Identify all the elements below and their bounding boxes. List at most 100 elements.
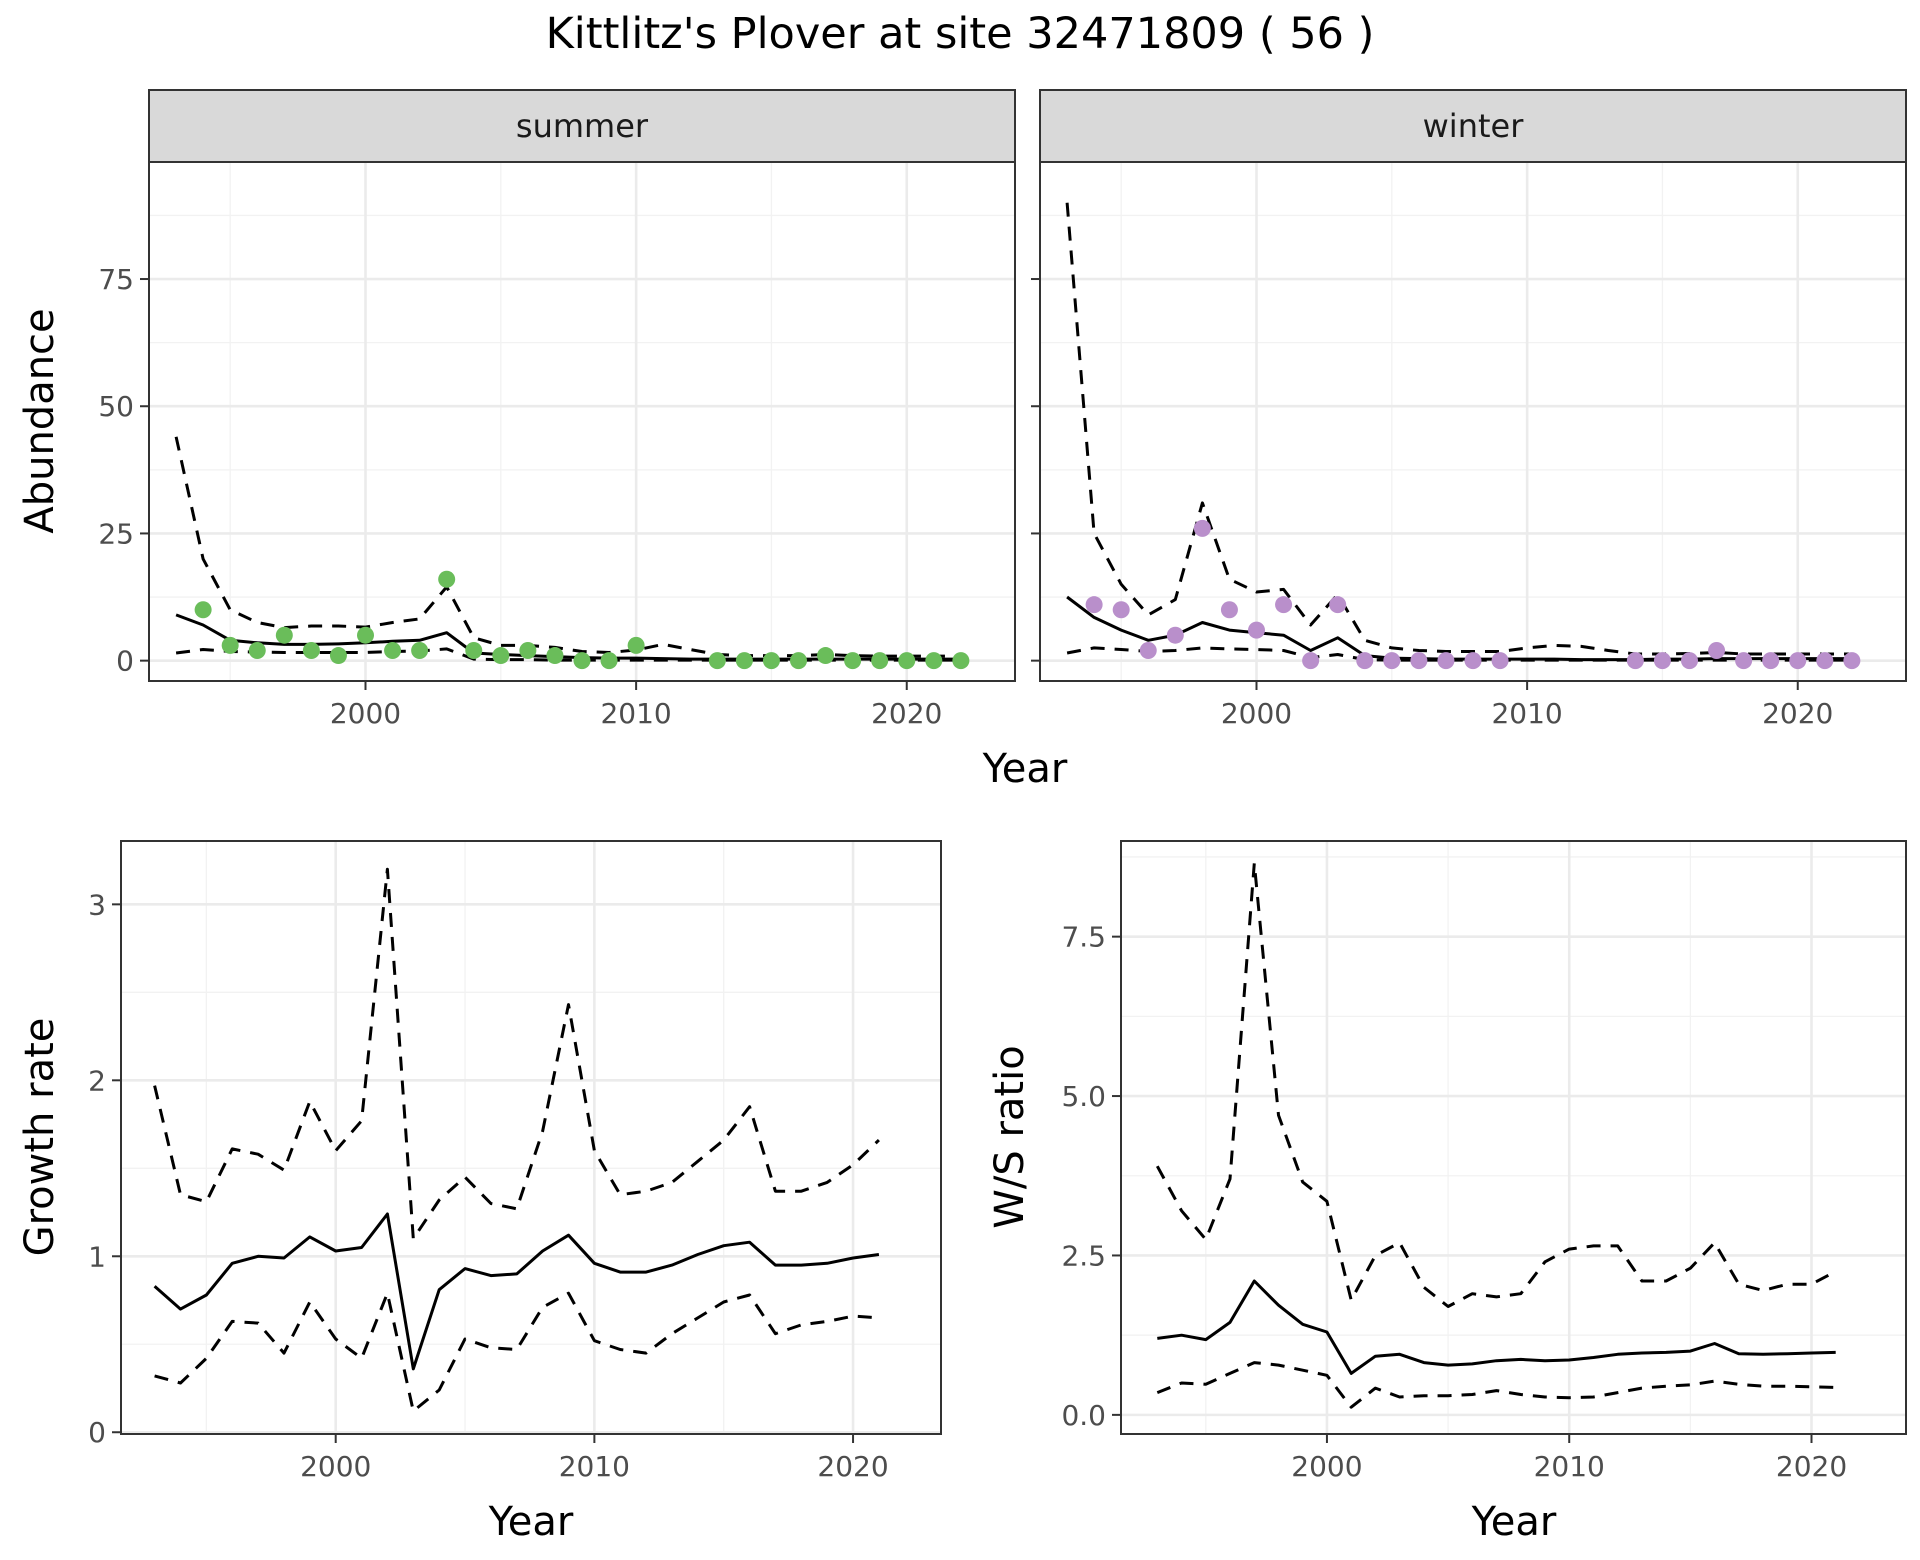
summer-data-point [519, 641, 537, 659]
winter-data-point [1816, 652, 1834, 670]
winter-data-point [1166, 626, 1184, 644]
summer-y-axis-title: Abundance [17, 308, 63, 533]
x-tick-label: 2000 [1291, 1450, 1362, 1483]
ratio-panel: 2000 2010 2020 0.0 2.5 5.0 7.5 W/S ratio Year [987, 840, 1907, 1545]
x-tick-label: 2000 [300, 1450, 371, 1483]
winter-data-point [1302, 652, 1320, 670]
y-tick-label: 50 [98, 390, 134, 423]
summer-data-point [735, 652, 753, 670]
winter-data-point [1626, 652, 1644, 670]
summer-data-point [871, 652, 889, 670]
x-tick-label: 2020 [1762, 697, 1833, 730]
summer-data-point [708, 652, 726, 670]
summer-data-point [492, 647, 510, 665]
summer-data-point [221, 636, 239, 654]
y-tick-label: 3 [88, 888, 106, 921]
summer-data-point [411, 641, 429, 659]
winter-data-point [1329, 596, 1347, 614]
summer-data-point [600, 652, 618, 670]
winter-data-point [1112, 601, 1130, 619]
summer-data-point [329, 647, 347, 665]
winter-data-point [1410, 652, 1428, 670]
summer-strip-label: summer [516, 107, 649, 145]
winter-data-point [1193, 519, 1211, 537]
x-tick-label: 2010 [600, 697, 671, 730]
winter-data-point [1762, 652, 1780, 670]
growth-estimate-line [153, 1212, 880, 1371]
summer-data-point [573, 652, 591, 670]
x-tick-label: 2000 [330, 697, 401, 730]
winter-data-point [1220, 601, 1238, 619]
summer-data-point [465, 641, 483, 659]
summer-data-point [546, 647, 564, 665]
winter-data-point [1437, 652, 1455, 670]
winter-data-point [1383, 652, 1401, 670]
winter-strip [1039, 89, 1907, 163]
y-tick-label: 75 [98, 263, 134, 296]
summer-data-point [627, 636, 645, 654]
summer-data-point [844, 652, 862, 670]
winter-data-point [1843, 652, 1861, 670]
winter-panel: winter 2000 2010 2020 [1031, 89, 1907, 730]
winter-data-point [1275, 596, 1293, 614]
summer-panel: summer 2000 2010 2020 0 25 50 75 Abundance [17, 89, 1016, 730]
x-tick-label: 2010 [1491, 697, 1562, 730]
winter-data-point [1653, 652, 1671, 670]
growth-panel-border [120, 840, 942, 1435]
summer-strip [148, 89, 1016, 163]
winter-estimate-line [1066, 595, 1852, 662]
winter-data-point [1735, 652, 1753, 670]
summer-data-point [248, 641, 266, 659]
x-tick-label: 2000 [1221, 697, 1292, 730]
ratio-x-axis-title: Year [1471, 1499, 1557, 1545]
ratio-estimate-line [1157, 1279, 1836, 1375]
ratio-lower-ci-line [1156, 1361, 1836, 1409]
summer-data-point [275, 626, 293, 644]
summer-data-point [194, 601, 212, 619]
summer-data-point [952, 652, 970, 670]
y-tick-label: 7.5 [1061, 921, 1106, 954]
y-tick-label: 1 [88, 1240, 106, 1273]
x-tick-label: 2020 [817, 1450, 888, 1483]
figure-title: Kittlitz's Plover at site 32471809 ( 56 … [546, 9, 1375, 59]
ratio-y-axis-title: W/S ratio [987, 1045, 1033, 1228]
top-row-x-axis-title: Year [982, 746, 1068, 792]
growth-panel: 2000 2010 2020 0 1 2 3 Growth rate Year [17, 840, 942, 1545]
winter-strip-label: winter [1423, 107, 1525, 145]
winter-data-point [1464, 652, 1482, 670]
growth-y-axis-title: Growth rate [17, 1018, 63, 1257]
summer-data-point [384, 641, 402, 659]
winter-data-point [1789, 652, 1807, 670]
y-tick-label: 2 [88, 1064, 106, 1097]
winter-data-point [1248, 621, 1265, 639]
winter-data-point [1491, 652, 1509, 670]
growth-x-axis-title: Year [488, 1499, 574, 1545]
winter-data-point [1356, 652, 1374, 670]
y-tick-label: 0 [116, 645, 134, 678]
x-tick-label: 2010 [559, 1450, 630, 1483]
y-tick-label: 2.5 [1061, 1239, 1106, 1272]
y-tick-label: 25 [98, 517, 134, 550]
winter-data-point [1708, 641, 1726, 659]
growth-upper-ci-line [153, 867, 880, 1241]
summer-data-point [357, 626, 374, 644]
x-tick-label: 2020 [1776, 1450, 1847, 1483]
y-tick-label: 0.0 [1061, 1399, 1106, 1432]
summer-data-point [438, 570, 456, 588]
summer-data-point [790, 652, 807, 670]
ratio-upper-ci-line [1155, 861, 1837, 1308]
y-tick-label: 5.0 [1061, 1080, 1106, 1113]
summer-data-point [898, 652, 916, 670]
summer-data-point [302, 641, 320, 659]
summer-data-point [762, 652, 780, 670]
summer-data-point [817, 647, 835, 665]
y-tick-label: 0 [88, 1416, 106, 1449]
winter-data-point [1681, 652, 1698, 670]
winter-data-point [1139, 641, 1157, 659]
summer-data-point [925, 652, 943, 670]
growth-lower-ci-line [154, 1291, 880, 1413]
winter-data-point [1085, 596, 1103, 614]
panels: summer 2000 2010 2020 0 25 50 75 Abundance winter… [17, 89, 1907, 1545]
